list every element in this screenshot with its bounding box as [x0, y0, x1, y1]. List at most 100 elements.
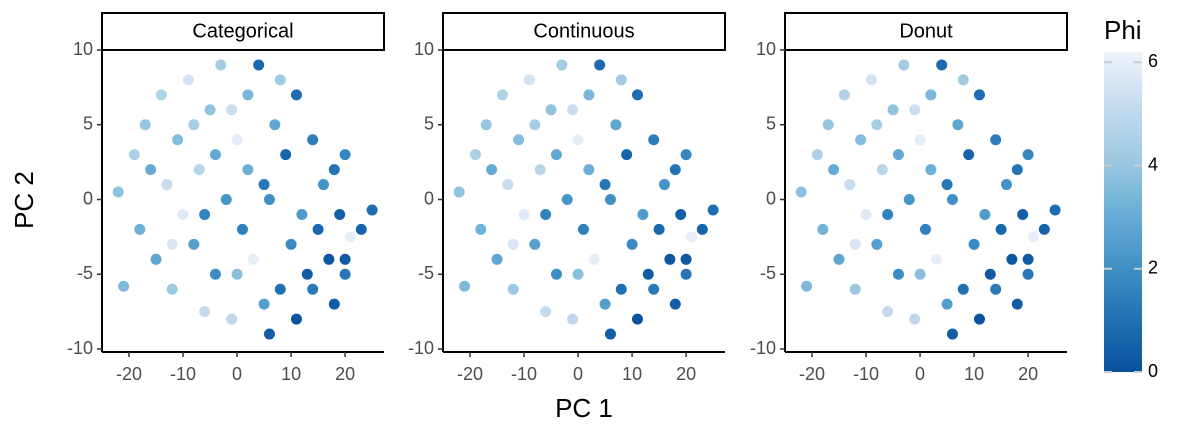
point: [898, 59, 910, 71]
point: [664, 253, 676, 265]
point: [134, 223, 146, 235]
point: [231, 268, 243, 280]
point: [658, 179, 670, 191]
point: [604, 328, 616, 340]
point: [876, 164, 888, 176]
point: [177, 208, 189, 220]
y-tick-label: -5: [418, 263, 434, 283]
point: [1006, 253, 1018, 265]
point: [963, 149, 975, 161]
point: [199, 208, 211, 220]
point: [615, 283, 627, 295]
point: [817, 223, 829, 235]
point: [226, 104, 238, 116]
point: [838, 89, 850, 101]
point: [1022, 268, 1034, 280]
point: [161, 179, 173, 191]
y-tick-label: 0: [766, 188, 776, 208]
x-tick-label: 20: [676, 364, 696, 384]
point: [199, 306, 211, 318]
legend-title: Phi: [1104, 15, 1142, 45]
point: [236, 223, 248, 235]
point: [355, 223, 367, 235]
point: [583, 89, 595, 101]
point: [572, 134, 584, 146]
point: [188, 238, 200, 250]
point: [529, 238, 541, 250]
point: [502, 179, 514, 191]
x-tick-label: -10: [853, 364, 879, 384]
colorbar-label: 6: [1148, 51, 1158, 71]
point: [675, 208, 687, 220]
point: [892, 268, 904, 280]
panel-title: Donut: [899, 20, 953, 42]
x-tick-label: 0: [573, 364, 583, 384]
x-tick-label: 0: [232, 364, 242, 384]
point: [795, 186, 807, 198]
point: [631, 313, 643, 325]
point: [631, 89, 643, 101]
point: [615, 74, 627, 86]
point: [166, 238, 178, 250]
point: [946, 328, 958, 340]
point: [1022, 253, 1034, 265]
point: [139, 119, 151, 131]
point: [112, 186, 124, 198]
point: [529, 119, 541, 131]
point: [523, 74, 535, 86]
point: [626, 238, 638, 250]
point: [290, 89, 302, 101]
point: [919, 223, 931, 235]
colorbar-label: 2: [1148, 258, 1158, 278]
point: [518, 208, 530, 220]
point: [550, 268, 562, 280]
point: [204, 104, 216, 116]
point: [155, 89, 167, 101]
point: [811, 149, 823, 161]
point: [979, 208, 991, 220]
x-tick-label: 10: [622, 364, 642, 384]
point: [903, 194, 915, 206]
strip: [784, 12, 1068, 51]
y-tick-label: -10: [67, 338, 93, 358]
strip: [101, 12, 385, 51]
x-tick-label: -10: [511, 364, 537, 384]
y-tick-label: 5: [766, 114, 776, 134]
point: [1000, 179, 1012, 191]
point: [540, 306, 552, 318]
point: [1017, 208, 1029, 220]
point: [621, 149, 633, 161]
point: [957, 283, 969, 295]
point: [914, 134, 926, 146]
y-axis-title: PC 2: [9, 171, 39, 229]
point: [339, 149, 351, 161]
point: [882, 208, 894, 220]
point: [828, 164, 840, 176]
point: [290, 313, 302, 325]
point: [572, 268, 584, 280]
point: [637, 208, 649, 220]
x-tick-label: -10: [170, 364, 196, 384]
x-tick-label: 20: [1018, 364, 1038, 384]
point: [984, 268, 996, 280]
point: [507, 283, 519, 295]
y-tick-label: 10: [756, 39, 776, 59]
colorbar-label: 0: [1148, 361, 1158, 381]
point: [990, 283, 1002, 295]
point: [328, 298, 340, 310]
point: [871, 238, 883, 250]
point: [274, 283, 286, 295]
point: [696, 223, 708, 235]
point: [258, 298, 270, 310]
point: [968, 238, 980, 250]
point: [188, 119, 200, 131]
point: [648, 283, 660, 295]
point: [1011, 164, 1023, 176]
point: [686, 231, 698, 243]
y-tick-label: 0: [424, 188, 434, 208]
x-tick-label: -20: [457, 364, 483, 384]
x-tick-label: 10: [964, 364, 984, 384]
x-tick-label: 20: [335, 364, 355, 384]
point: [930, 253, 942, 265]
